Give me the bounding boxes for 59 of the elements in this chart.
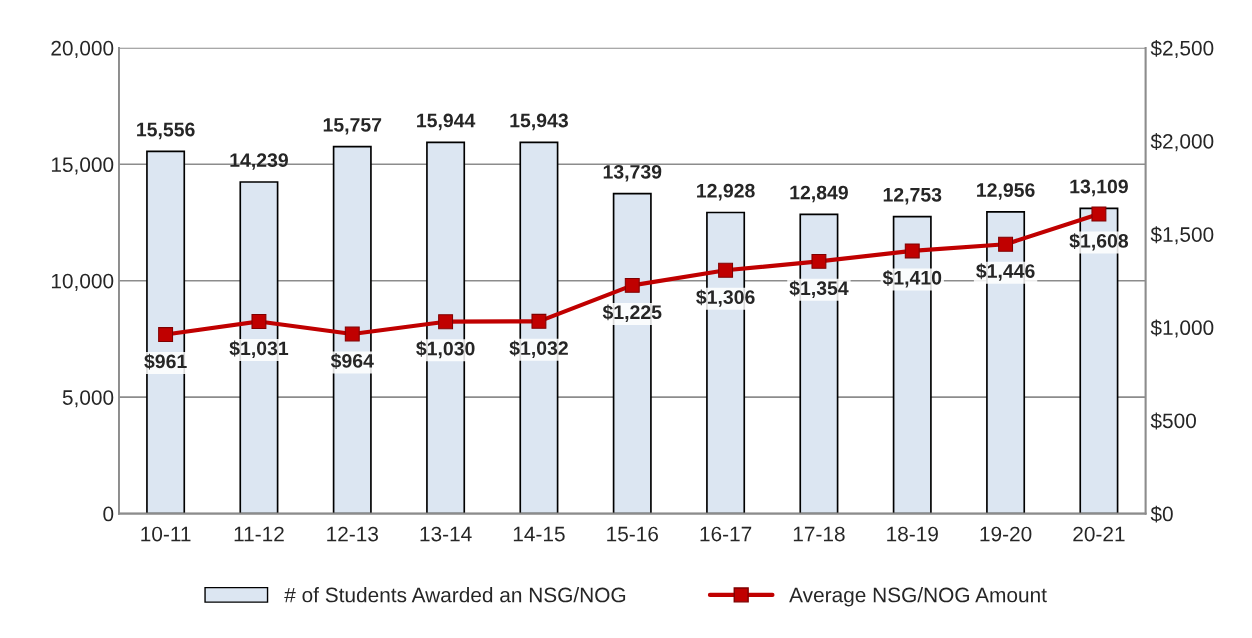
bar — [332, 145, 372, 514]
data-label: $1,225 — [602, 304, 662, 322]
data-label: $964 — [330, 353, 374, 369]
point — [251, 314, 267, 329]
data-label: $1,410 — [882, 270, 942, 288]
y2-tick-label: $2,500 — [1150, 39, 1214, 59]
data-label: $1,031 — [229, 340, 289, 359]
x-tick-label: 12-13 — [327, 526, 378, 542]
data-label: 12,956 — [977, 183, 1035, 200]
data-label: 15,944 — [417, 113, 476, 131]
data-label: $1,354 — [789, 280, 849, 298]
data-label: 12,753 — [883, 187, 942, 205]
data-label: $1,030 — [416, 340, 475, 359]
point — [998, 236, 1014, 252]
y2-tick-label: $2,000 — [1150, 133, 1214, 152]
data-label: $1,306 — [696, 289, 755, 307]
y-tick-label: 15,000 — [51, 157, 114, 175]
data-label: 14,239 — [230, 153, 288, 170]
data-label: $1,608 — [1069, 233, 1129, 251]
y-tick-label: 10,000 — [51, 273, 114, 291]
point — [811, 253, 827, 269]
y2-tick-label: $1,000 — [1150, 319, 1214, 338]
point — [718, 262, 734, 278]
x-tick-label: 18-19 — [887, 526, 938, 542]
x-tick-label: 14-15 — [513, 526, 565, 542]
data-label: 13,739 — [603, 164, 662, 182]
data-label: 15,943 — [510, 113, 568, 131]
data-label: 15,757 — [323, 118, 382, 135]
bar — [146, 150, 186, 514]
x-tick-label: 15-16 — [607, 526, 658, 542]
point — [158, 327, 174, 343]
point — [438, 314, 454, 330]
point — [1091, 206, 1107, 222]
data-label: 12,928 — [697, 183, 755, 201]
x-tick-label: 13-14 — [420, 526, 472, 542]
data-label: 13,109 — [1070, 179, 1128, 197]
y2-tick-label: $500 — [1150, 412, 1196, 430]
x-tick-label: 11-12 — [234, 526, 284, 542]
y-tick-label: 20,000 — [51, 40, 114, 59]
x-tick-label: 16-17 — [700, 526, 752, 542]
y2-tick-label: $0 — [1150, 505, 1173, 523]
point — [344, 326, 360, 342]
x-tick-label: 19-20 — [980, 526, 1032, 542]
legend-label: Average NSG/NOG Amount — [789, 587, 1047, 607]
x-tick-label: 17-18 — [793, 526, 845, 542]
data-label: $1,032 — [509, 340, 568, 358]
data-label: 15,556 — [137, 122, 195, 140]
data-label: $961 — [144, 353, 187, 370]
y2-tick-label: $1,500 — [1150, 226, 1214, 245]
point — [531, 313, 547, 329]
data-label: $1,446 — [976, 263, 1035, 281]
data-label: 12,849 — [790, 185, 848, 203]
point — [904, 243, 920, 259]
point — [624, 277, 640, 293]
y-tick-label: 0 — [103, 506, 114, 522]
x-tick-label: 20-21 — [1073, 526, 1125, 542]
y-tick-label: 5,000 — [62, 390, 114, 408]
legend-label: # of Students Awarded an NSG/NOG — [284, 587, 626, 603]
x-tick-label: 10-11 — [141, 526, 191, 542]
